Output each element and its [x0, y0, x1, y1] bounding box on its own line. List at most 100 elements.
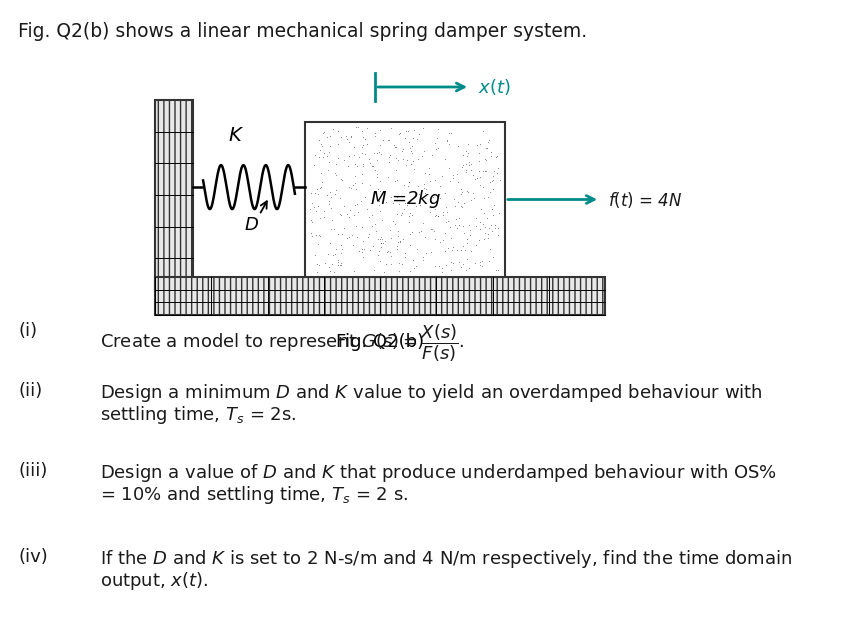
Point [448, 220, 462, 231]
Point [452, 213, 466, 223]
Point [434, 181, 447, 192]
Point [477, 234, 490, 244]
Text: $f(t)$ = 4N: $f(t)$ = 4N [608, 190, 683, 210]
Point [340, 232, 354, 243]
Point [331, 257, 345, 267]
Point [396, 146, 409, 156]
Point [491, 224, 505, 234]
Point [483, 223, 496, 233]
Point [459, 146, 473, 156]
Point [490, 151, 504, 161]
Point [476, 166, 490, 176]
Point [362, 232, 375, 243]
Point [318, 127, 331, 137]
Point [366, 161, 379, 171]
Point [356, 169, 369, 179]
Point [325, 215, 339, 225]
Point [441, 216, 455, 226]
Point [333, 260, 346, 270]
Point [370, 169, 384, 179]
Point [486, 171, 500, 181]
Point [436, 234, 450, 244]
Point [400, 156, 413, 166]
Text: output, $x(t)$.: output, $x(t)$. [100, 570, 208, 592]
Point [331, 153, 345, 163]
Point [368, 164, 382, 175]
Point [384, 233, 397, 243]
Point [460, 167, 473, 177]
Point [491, 163, 505, 173]
Point [424, 196, 438, 206]
Point [403, 239, 417, 249]
Point [374, 238, 388, 248]
Text: Fig. Q2(b) shows a linear mechanical spring damper system.: Fig. Q2(b) shows a linear mechanical spr… [18, 22, 587, 41]
Point [396, 144, 410, 154]
Point [485, 226, 499, 236]
Point [482, 135, 495, 145]
Point [335, 175, 349, 185]
Point [387, 140, 401, 150]
Point [416, 252, 429, 262]
Text: = 10% and settling time, $T_s$ = 2 s.: = 10% and settling time, $T_s$ = 2 s. [100, 484, 408, 506]
Point [304, 188, 318, 198]
Point [329, 185, 342, 195]
Point [366, 210, 379, 220]
Point [324, 265, 337, 275]
Text: $D$: $D$ [244, 216, 258, 234]
Point [356, 247, 369, 257]
Point [435, 267, 449, 277]
Point [321, 190, 335, 200]
Point [363, 158, 376, 168]
Point [452, 220, 466, 231]
Point [414, 226, 428, 236]
Point [474, 204, 488, 214]
Point [489, 220, 502, 230]
Point [326, 250, 340, 260]
Point [391, 226, 405, 236]
Point [458, 244, 472, 255]
Point [370, 172, 384, 182]
Point [438, 227, 451, 238]
Point [464, 246, 478, 256]
Point [429, 210, 443, 220]
Point [312, 230, 325, 240]
Point [355, 178, 368, 188]
Point [394, 128, 407, 138]
Text: $M$ =2kg: $M$ =2kg [369, 188, 440, 210]
Point [354, 196, 368, 206]
Point [317, 152, 330, 162]
Point [431, 124, 445, 134]
Point [457, 160, 470, 170]
Point [335, 248, 348, 258]
Point [385, 123, 398, 133]
Point [342, 232, 356, 242]
Point [469, 221, 483, 231]
Point [335, 244, 349, 255]
Point [384, 259, 397, 269]
Point [454, 184, 468, 194]
Point [310, 184, 324, 194]
Point [478, 154, 491, 164]
Point [351, 207, 364, 217]
Point [370, 156, 384, 166]
Point [418, 232, 432, 243]
Point [484, 151, 497, 161]
Point [388, 219, 401, 229]
Point [479, 166, 492, 176]
Point [385, 192, 398, 202]
Point [435, 263, 449, 273]
Point [484, 176, 498, 186]
Point [324, 259, 338, 269]
Point [480, 144, 494, 154]
Point [461, 151, 474, 161]
Point [484, 177, 497, 187]
Point [329, 244, 343, 255]
Point [439, 202, 452, 212]
Point [405, 210, 418, 220]
Point [397, 180, 411, 190]
Point [418, 146, 431, 156]
Point [417, 218, 430, 228]
Point [347, 142, 361, 152]
Point [332, 229, 346, 239]
Point [334, 174, 347, 184]
